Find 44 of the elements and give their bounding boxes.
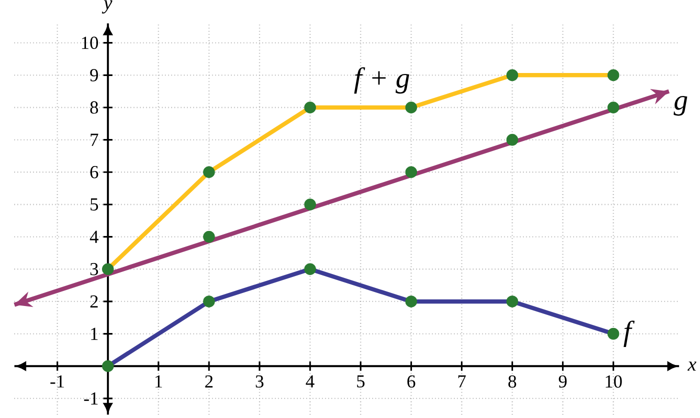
x-tick-label: 4 bbox=[306, 375, 314, 388]
y-tick-label: -1 bbox=[84, 392, 98, 404]
y-tick-label: 7 bbox=[90, 134, 98, 146]
point bbox=[405, 166, 418, 178]
point bbox=[203, 166, 215, 178]
x-tick-label: 2 bbox=[205, 375, 213, 388]
point bbox=[102, 263, 114, 276]
point bbox=[506, 69, 518, 82]
y-tick-label: 6 bbox=[90, 166, 98, 178]
series-label: f bbox=[624, 320, 635, 347]
y-tick-label: 1 bbox=[91, 328, 98, 340]
legend-label: g bbox=[674, 96, 688, 116]
y-tick-label: 5 bbox=[90, 198, 98, 211]
point bbox=[304, 263, 316, 276]
point bbox=[607, 102, 620, 114]
point bbox=[607, 328, 620, 340]
x-tick-label: 10 bbox=[606, 375, 622, 388]
x-axis-title: x bbox=[688, 362, 696, 371]
point bbox=[405, 102, 418, 114]
x-tick-label: 3 bbox=[256, 375, 264, 388]
point bbox=[203, 230, 215, 243]
point bbox=[102, 360, 114, 372]
x-tick-label: 9 bbox=[558, 375, 567, 388]
y-tick-label: 9 bbox=[90, 68, 98, 82]
y-tick-label: 4 bbox=[90, 230, 98, 243]
point bbox=[506, 134, 518, 146]
x-tick-label: 6 bbox=[407, 375, 416, 388]
series-label: f + g bbox=[354, 67, 410, 94]
x-tick-label: 5 bbox=[357, 375, 365, 388]
y-axis-title: y bbox=[102, 0, 112, 14]
x-tick-label: 8 bbox=[508, 375, 516, 388]
x-tick-label: -1 bbox=[50, 375, 64, 388]
x-tick-label: 7 bbox=[458, 375, 466, 388]
y-tick-label: 8 bbox=[90, 101, 98, 114]
point bbox=[304, 198, 316, 210]
y-tick-label: 3 bbox=[90, 262, 98, 276]
point bbox=[203, 296, 215, 308]
point bbox=[304, 102, 316, 114]
y-tick-label: 10 bbox=[82, 36, 98, 49]
point bbox=[405, 296, 418, 308]
point bbox=[607, 69, 620, 82]
y-tick-label: 2 bbox=[90, 295, 98, 308]
x-tick-label: 1 bbox=[155, 375, 162, 388]
point bbox=[506, 296, 518, 308]
